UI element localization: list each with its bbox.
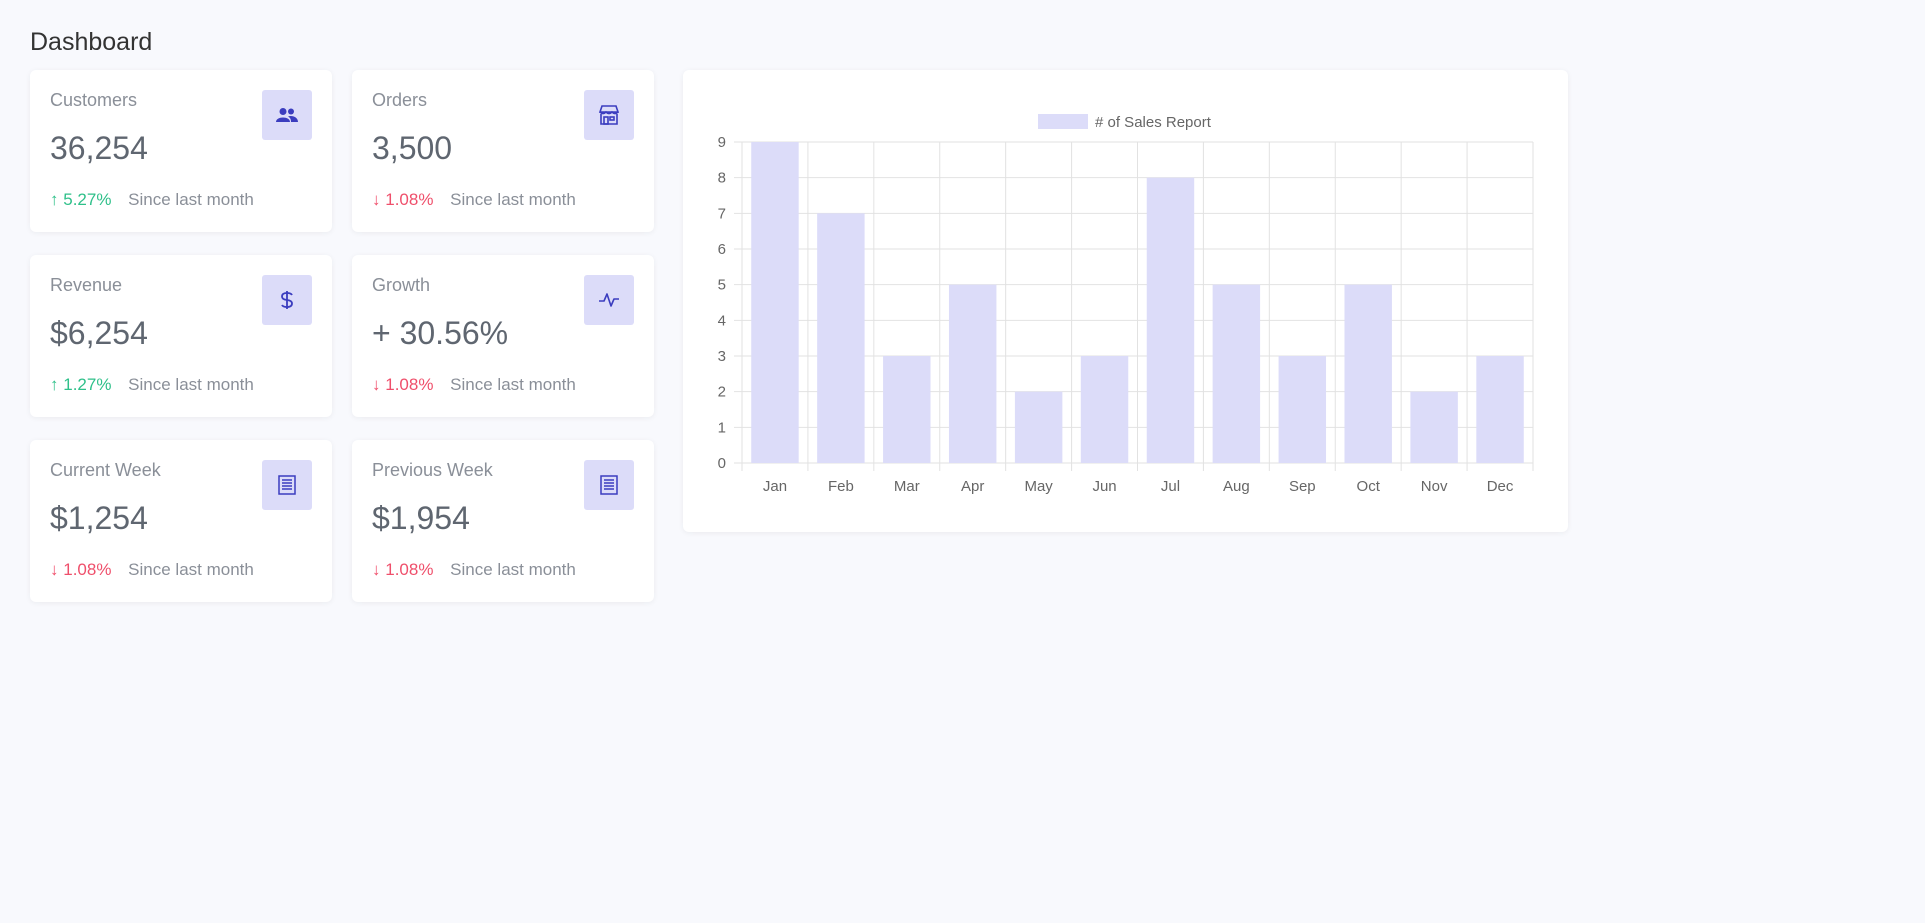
stat-change: ↓ 1.08% (50, 560, 112, 579)
stat-footer: ↓ 1.08% Since last month (372, 375, 576, 395)
x-tick-label: Mar (894, 478, 920, 495)
stat-since: Since last month (450, 190, 576, 209)
x-tick-label: Apr (961, 478, 984, 495)
legend-swatch (1038, 114, 1088, 129)
arrow-down-icon: ↓ (372, 190, 381, 209)
arrow-up-icon: ↑ (50, 375, 59, 394)
bar (1278, 356, 1327, 463)
y-tick-label: 9 (718, 134, 726, 151)
stat-footer: ↓ 1.08% Since last month (50, 560, 254, 580)
bar (1410, 391, 1458, 463)
stat-card-customers: Customers 36,254 ↑ 5.27% Since last mont… (30, 70, 332, 232)
stat-since: Since last month (128, 560, 254, 579)
stat-since: Since last month (128, 375, 254, 394)
x-tick-label: Jul (1161, 478, 1180, 495)
stat-card-growth: Growth + 30.56% ↓ 1.08% Since last month (352, 255, 654, 417)
stat-footer: ↓ 1.08% Since last month (372, 190, 576, 210)
stat-value: 3,500 (372, 130, 453, 166)
y-tick-label: 0 (718, 455, 726, 472)
pulse-icon (584, 275, 634, 325)
y-tick-label: 8 (718, 170, 726, 187)
stat-value: $1,254 (50, 500, 148, 536)
stat-since: Since last month (450, 560, 576, 579)
x-tick-label: May (1024, 478, 1053, 495)
sales-report-chart-card: # of Sales Report 0 1 2 3 4 5 6 7 8 9 Jan Feb Mar Apr M… (683, 70, 1568, 532)
stat-card-previous-week: Previous Week $1,954 ↓ 1.08% Since last … (352, 440, 654, 602)
x-tick-label: Jan (763, 478, 787, 495)
stat-label: Previous Week (372, 460, 493, 480)
stat-change: ↑ 5.27% (50, 190, 112, 209)
stat-change: ↓ 1.08% (372, 375, 434, 394)
bar (1476, 356, 1524, 463)
bar (1080, 356, 1129, 463)
x-tick-label: Oct (1357, 478, 1381, 495)
stat-value: $6,254 (50, 315, 148, 351)
bar (1146, 177, 1195, 463)
x-tick-label: Nov (1421, 478, 1448, 495)
bar (817, 213, 865, 463)
stat-label: Growth (372, 275, 431, 295)
x-tick-label: Dec (1487, 478, 1514, 495)
y-tick-label: 4 (718, 312, 726, 329)
x-tick-label: Sep (1289, 478, 1316, 495)
stat-value: $1,954 (372, 500, 470, 536)
stat-card-orders: Orders 3,500 ↓ 1.08% Since last month (352, 70, 654, 232)
sales-report-chart[interactable]: # of Sales Report 0 1 2 3 4 5 6 7 8 9 Jan Feb Mar Apr M… (683, 70, 1568, 532)
page-title: Dashboard (30, 28, 153, 56)
stat-card-current-week: Current Week $1,254 ↓ 1.08% Since last m… (30, 440, 332, 602)
y-tick-label: 2 (718, 384, 726, 401)
stat-value: 36,254 (50, 130, 148, 166)
x-tick-label: Aug (1223, 478, 1250, 495)
users-icon (262, 90, 312, 140)
stat-card-revenue: Revenue $6,254 ↑ 1.27% Since last month (30, 255, 332, 417)
store-icon (584, 90, 634, 140)
stat-label: Orders (372, 90, 428, 110)
bar (1344, 284, 1392, 463)
receipt-icon (262, 460, 312, 510)
y-tick-label: 5 (718, 277, 726, 294)
arrow-down-icon: ↓ (50, 560, 59, 579)
bar (751, 142, 799, 463)
dollar-icon (262, 275, 312, 325)
y-tick-label: 3 (718, 348, 726, 365)
y-tick-label: 6 (718, 241, 726, 258)
stat-label: Customers (50, 90, 138, 110)
stat-label: Revenue (50, 275, 123, 295)
arrow-up-icon: ↑ (50, 190, 59, 209)
stat-footer: ↑ 5.27% Since last month (50, 190, 254, 210)
stat-footer: ↑ 1.27% Since last month (50, 375, 254, 395)
arrow-down-icon: ↓ (372, 560, 381, 579)
arrow-down-icon: ↓ (372, 375, 381, 394)
stat-label: Current Week (50, 460, 161, 480)
y-tick-label: 1 (718, 419, 726, 436)
stat-since: Since last month (450, 375, 576, 394)
stat-since: Since last month (128, 190, 254, 209)
stat-footer: ↓ 1.08% Since last month (372, 560, 576, 580)
bar (1014, 391, 1063, 463)
stat-change: ↓ 1.08% (372, 560, 434, 579)
x-tick-label: Feb (828, 478, 854, 495)
bar (948, 284, 997, 463)
y-tick-label: 7 (718, 205, 726, 222)
x-tick-label: Jun (1092, 478, 1116, 495)
bar (1212, 284, 1261, 463)
stat-change: ↑ 1.27% (50, 375, 112, 394)
receipt-icon (584, 460, 634, 510)
bar (883, 356, 931, 463)
legend-label: # of Sales Report (1095, 114, 1212, 131)
stat-change: ↓ 1.08% (372, 190, 434, 209)
stat-value: + 30.56% (372, 315, 509, 351)
